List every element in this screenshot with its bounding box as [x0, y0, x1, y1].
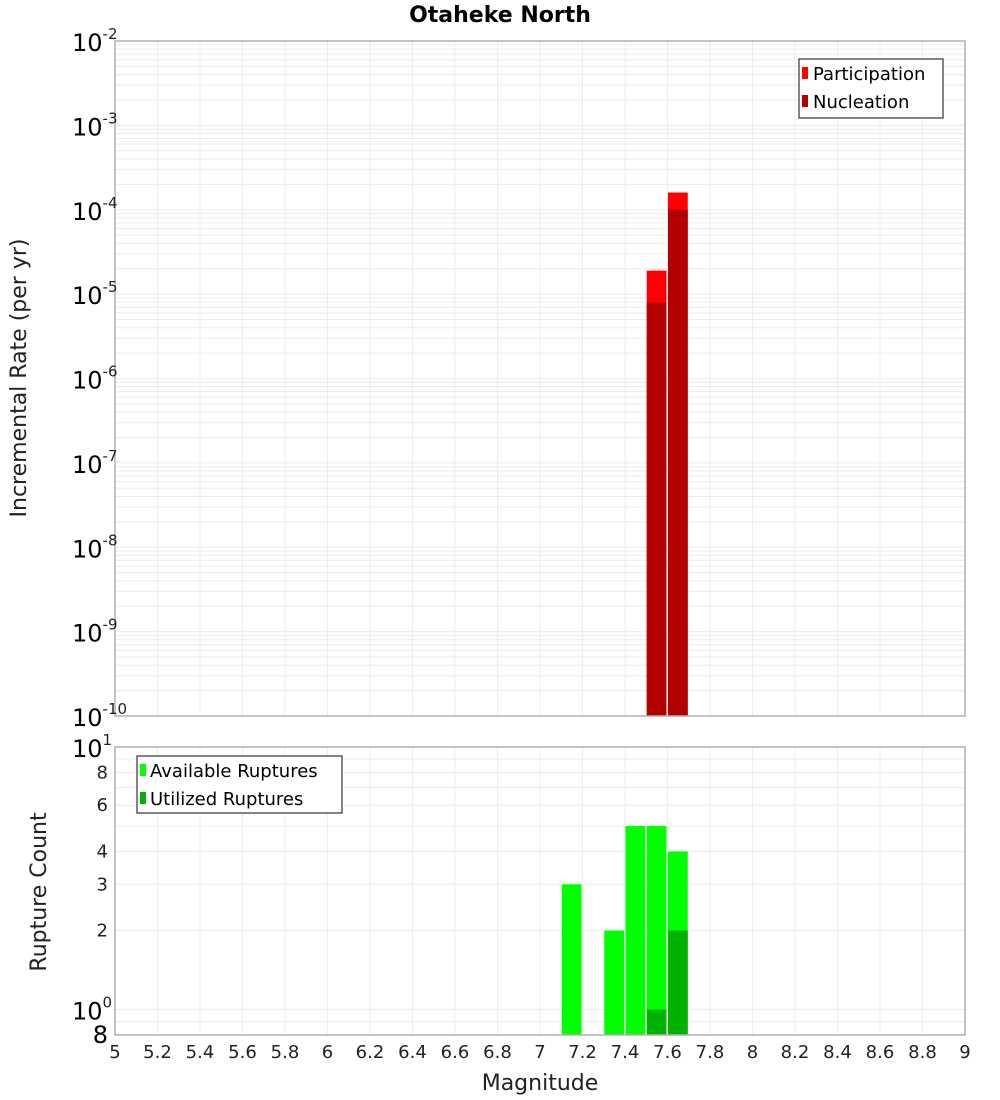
legend-participation: Participation	[813, 64, 925, 85]
legend-nucleation: Nucleation	[813, 92, 909, 113]
y-tick-label: 4	[97, 841, 108, 862]
top-plot-grid	[115, 41, 965, 716]
legend-available-ruptures: Available Ruptures	[150, 761, 318, 782]
x-tick-label: 5	[109, 1042, 120, 1063]
y-tick-label: 10-8	[72, 531, 118, 563]
y-tick-label: 2	[97, 921, 108, 942]
bar-utilized-ruptures	[668, 931, 688, 1035]
bar-available-ruptures	[647, 826, 667, 1035]
x-axis-label: Magnitude	[482, 1071, 599, 1096]
x-tick-label: 7.2	[568, 1042, 597, 1063]
y-tick-label: 10-2	[72, 25, 118, 57]
x-tick-label: 9	[959, 1042, 970, 1063]
x-tick-label: 6.8	[483, 1042, 512, 1063]
x-tick-label: 7.4	[611, 1042, 640, 1063]
x-tick-label: 6.6	[441, 1042, 470, 1063]
bar-nucleation	[668, 210, 688, 716]
y-tick-label: 10-4	[72, 194, 118, 226]
bar-utilized-ruptures	[647, 1010, 667, 1035]
x-tick-label: 7.8	[696, 1042, 725, 1063]
x-tick-label: 5.4	[186, 1042, 215, 1063]
x-tick-label: 7.6	[653, 1042, 682, 1063]
x-tick-label: 8	[747, 1042, 758, 1063]
utilized-swatch	[140, 792, 146, 804]
bottom-y-axis-ticks: 101864321008	[72, 731, 112, 1049]
y-tick-label: 8	[97, 762, 108, 783]
x-tick-label: 5.2	[143, 1042, 172, 1063]
x-tick-label: 8.6	[866, 1042, 895, 1063]
bottom-y-axis-label: Rupture Count	[27, 812, 52, 972]
y-tick-label: 10-5	[72, 278, 118, 310]
bar-available-ruptures	[626, 826, 646, 1035]
x-tick-label: 8.4	[823, 1042, 852, 1063]
bar-available-ruptures	[604, 931, 624, 1035]
x-axis-ticks: 5 5.2 5.4 5.6 5.8 6 6.2 6.4 6.6 6.8 7 7.2 7.4 7.6 7.8 8…	[109, 1042, 970, 1063]
x-tick-label: 6.2	[356, 1042, 385, 1063]
bottom-legend: Available Ruptures Utilized Ruptures	[137, 756, 342, 813]
y-tick-label: 3	[97, 874, 108, 895]
participation-swatch	[802, 67, 808, 79]
x-tick-label: 6.4	[398, 1042, 427, 1063]
nucleation-swatch	[802, 95, 808, 107]
x-tick-label: 5.8	[271, 1042, 300, 1063]
x-tick-label: 8.8	[908, 1042, 937, 1063]
y-tick-label: 10-6	[72, 363, 118, 395]
bar-nucleation	[647, 303, 667, 716]
magnitude-frequency-chart: Otaheke North 10-2 10-3 10-4 10-5 10-6 10-7 10…	[0, 0, 1000, 1100]
chart-title: Otaheke North	[409, 3, 591, 28]
y-tick-label: 10-3	[72, 109, 118, 141]
bar-available-ruptures	[562, 884, 582, 1035]
x-tick-label: 6	[322, 1042, 333, 1063]
x-tick-label: 7	[534, 1042, 545, 1063]
top-legend: Participation Nucleation	[799, 59, 943, 118]
y-tick-label: 10-10	[72, 700, 127, 732]
y-tick-label: 10-7	[72, 447, 118, 479]
y-tick-label: 8	[93, 1021, 108, 1049]
legend-utilized-ruptures: Utilized Ruptures	[150, 789, 303, 810]
y-tick-label: 10-9	[72, 616, 118, 648]
x-tick-label: 5.6	[228, 1042, 257, 1063]
y-tick-label: 101	[72, 731, 112, 763]
available-swatch	[140, 764, 146, 776]
x-tick-label: 8.2	[781, 1042, 810, 1063]
top-y-axis-label: Incremental Rate (per yr)	[7, 239, 32, 518]
y-tick-label: 6	[97, 795, 108, 816]
